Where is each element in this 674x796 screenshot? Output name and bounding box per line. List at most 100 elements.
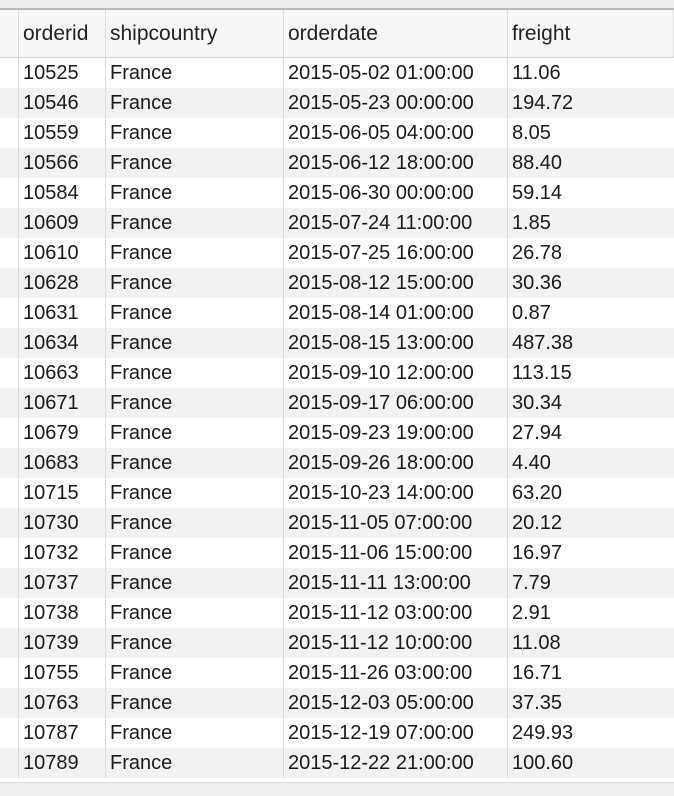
cell-orderid[interactable]: 10730 [19, 508, 106, 538]
cell-orderid[interactable]: 10663 [19, 358, 106, 388]
table-row[interactable]: 10715 France 2015-10-23 14:00:00 63.20 [0, 478, 674, 508]
cell-orderdate[interactable]: 2015-11-05 07:00:00 [284, 508, 508, 538]
cell-freight[interactable]: 63.20 [512, 481, 563, 504]
row-gutter[interactable] [0, 688, 19, 718]
table-row[interactable]: 10679 France 2015-09-23 19:00:00 27.94 [0, 418, 674, 448]
cell-freight[interactable]: 100.60 [512, 751, 574, 774]
cell-shipcountry[interactable]: France [106, 658, 284, 688]
cell-orderdate[interactable]: 2015-10-23 14:00:00 [284, 478, 508, 508]
cell-shipcountry[interactable]: France [106, 238, 284, 268]
table-row[interactable]: 10755 France 2015-11-26 03:00:00 16.71 [0, 658, 674, 688]
cell-orderid[interactable]: 10789 [19, 748, 106, 778]
cell-shipcountry[interactable]: France [106, 148, 284, 178]
cell-shipcountry[interactable]: France [106, 628, 284, 658]
table-row[interactable]: 10683 France 2015-09-26 18:00:00 4.40 [0, 448, 674, 478]
cell-shipcountry[interactable]: France [106, 118, 284, 148]
row-gutter[interactable] [0, 88, 19, 118]
row-gutter[interactable] [0, 748, 19, 778]
cell-orderdate[interactable]: 2015-11-12 10:00:00 [284, 628, 508, 658]
cell-shipcountry[interactable]: France [106, 538, 284, 568]
cell-orderid[interactable]: 10671 [19, 388, 106, 418]
cell-freight[interactable]: 27.94 [512, 421, 563, 444]
cell-orderid[interactable]: 10738 [19, 598, 106, 628]
cell-freight[interactable]: 4.40 [512, 451, 551, 474]
cell-orderdate[interactable]: 2015-09-26 18:00:00 [284, 448, 508, 478]
cell-orderid[interactable]: 10584 [19, 178, 106, 208]
cell-orderdate[interactable]: 2015-06-30 00:00:00 [284, 178, 508, 208]
table-row[interactable]: 10737 France 2015-11-11 13:00:00 7.79 [0, 568, 674, 598]
cell-orderid[interactable]: 10679 [19, 418, 106, 448]
cell-orderdate[interactable]: 2015-06-05 04:00:00 [284, 118, 508, 148]
cell-freight[interactable]: 16.71 [512, 661, 563, 684]
cell-shipcountry[interactable]: France [106, 508, 284, 538]
row-gutter[interactable] [0, 208, 19, 238]
cell-shipcountry[interactable]: France [106, 88, 284, 118]
table-row[interactable]: 10732 France 2015-11-06 15:00:00 16.97 [0, 538, 674, 568]
row-gutter[interactable] [0, 118, 19, 148]
cell-freight[interactable]: 30.36 [512, 271, 563, 294]
cell-orderdate[interactable]: 2015-12-03 05:00:00 [284, 688, 508, 718]
cell-orderid[interactable]: 10628 [19, 268, 106, 298]
table-row[interactable]: 10738 France 2015-11-12 03:00:00 2.91 [0, 598, 674, 628]
cell-orderdate[interactable]: 2015-05-23 00:00:00 [284, 88, 508, 118]
column-header-freight[interactable]: freight [508, 10, 674, 57]
cell-orderid[interactable]: 10787 [19, 718, 106, 748]
cell-orderdate[interactable]: 2015-12-22 21:00:00 [284, 748, 508, 778]
column-header-orderdate[interactable]: orderdate [284, 10, 508, 57]
cell-shipcountry[interactable]: France [106, 388, 284, 418]
cell-orderdate[interactable]: 2015-11-06 15:00:00 [284, 538, 508, 568]
row-gutter[interactable] [0, 478, 19, 508]
table-row[interactable]: 10763 France 2015-12-03 05:00:00 37.35 [0, 688, 674, 718]
row-gutter[interactable] [0, 508, 19, 538]
cell-shipcountry[interactable]: France [106, 568, 284, 598]
cell-freight[interactable]: 249.93 [512, 721, 574, 744]
cell-shipcountry[interactable]: France [106, 598, 284, 628]
cell-freight[interactable]: 1.85 [512, 211, 551, 234]
cell-orderdate[interactable]: 2015-08-12 15:00:00 [284, 268, 508, 298]
cell-freight[interactable]: 37.35 [512, 691, 563, 714]
table-row[interactable]: 10610 France 2015-07-25 16:00:00 26.78 [0, 238, 674, 268]
cell-freight[interactable]: 0.87 [512, 301, 551, 324]
cell-shipcountry[interactable]: France [106, 58, 284, 88]
cell-shipcountry[interactable]: France [106, 328, 284, 358]
table-row[interactable]: 10546 France 2015-05-23 00:00:00 194.72 [0, 88, 674, 118]
table-row[interactable]: 10739 France 2015-11-12 10:00:00 11.08 [0, 628, 674, 658]
row-gutter[interactable] [0, 538, 19, 568]
cell-orderdate[interactable]: 2015-05-02 01:00:00 [284, 58, 508, 88]
row-gutter[interactable] [0, 418, 19, 448]
row-gutter[interactable] [0, 148, 19, 178]
results-grid[interactable]: orderid shipcountry orderdate freight 10… [0, 10, 674, 778]
cell-orderid[interactable]: 10739 [19, 628, 106, 658]
row-gutter[interactable] [0, 58, 19, 88]
cell-orderid[interactable]: 10737 [19, 568, 106, 598]
cell-orderdate[interactable]: 2015-08-15 13:00:00 [284, 328, 508, 358]
cell-freight[interactable]: 2.91 [512, 601, 551, 624]
cell-orderid[interactable]: 10683 [19, 448, 106, 478]
table-row[interactable]: 10730 France 2015-11-05 07:00:00 20.12 [0, 508, 674, 538]
table-row[interactable]: 10584 France 2015-06-30 00:00:00 59.14 [0, 178, 674, 208]
row-gutter[interactable] [0, 268, 19, 298]
cell-orderdate[interactable]: 2015-09-10 12:00:00 [284, 358, 508, 388]
cell-freight[interactable]: 487.38 [512, 331, 574, 354]
cell-orderid[interactable]: 10732 [19, 538, 106, 568]
cell-shipcountry[interactable]: France [106, 418, 284, 448]
table-row[interactable]: 10787 France 2015-12-19 07:00:00 249.93 [0, 718, 674, 748]
cell-orderid[interactable]: 10634 [19, 328, 106, 358]
row-gutter[interactable] [0, 448, 19, 478]
column-header-shipcountry[interactable]: shipcountry [106, 10, 284, 57]
cell-orderdate[interactable]: 2015-09-17 06:00:00 [284, 388, 508, 418]
cell-orderdate[interactable]: 2015-12-19 07:00:00 [284, 718, 508, 748]
table-row[interactable]: 10631 France 2015-08-14 01:00:00 0.87 [0, 298, 674, 328]
row-gutter[interactable] [0, 718, 19, 748]
cell-freight[interactable]: 26.78 [512, 241, 563, 264]
cell-orderid[interactable]: 10631 [19, 298, 106, 328]
cell-shipcountry[interactable]: France [106, 718, 284, 748]
row-gutter[interactable] [0, 358, 19, 388]
cell-orderdate[interactable]: 2015-06-12 18:00:00 [284, 148, 508, 178]
cell-orderid[interactable]: 10559 [19, 118, 106, 148]
cell-shipcountry[interactable]: France [106, 448, 284, 478]
cell-freight[interactable]: 8.05 [512, 121, 551, 144]
cell-orderdate[interactable]: 2015-11-12 03:00:00 [284, 598, 508, 628]
cell-freight[interactable]: 113.15 [512, 361, 572, 384]
cell-freight[interactable]: 20.12 [512, 511, 563, 534]
